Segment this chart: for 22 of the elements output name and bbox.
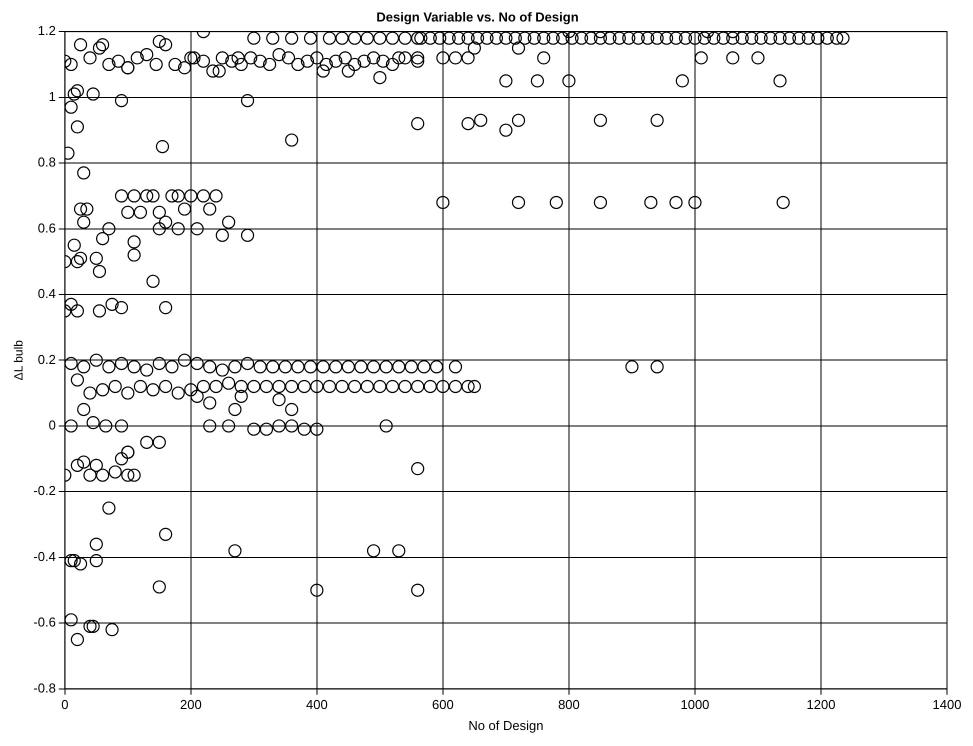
x-tick-label: 600 — [432, 697, 454, 712]
y-tick-label: 0.6 — [38, 220, 56, 236]
y-tick-label: 1.2 — [38, 23, 56, 38]
y-axis-title: ΔL bulb — [12, 340, 26, 380]
y-tick-label: 0.8 — [38, 154, 56, 170]
y-tick-label: 0.2 — [38, 352, 56, 367]
x-tick-label: 1400 — [932, 697, 962, 712]
y-tick-label: -0.6 — [33, 614, 56, 630]
y-tick-label: -0.2 — [33, 483, 56, 498]
x-tick-label: 400 — [306, 697, 328, 712]
x-tick-label: 0 — [61, 697, 68, 712]
x-tick-label: 800 — [558, 697, 580, 712]
chart-title: Design Variable vs. No of Design — [376, 9, 579, 24]
y-tick-label: 0 — [48, 418, 56, 432]
x-tick-label: 200 — [180, 697, 202, 712]
x-tick-label: 1000 — [680, 697, 710, 712]
y-tick-label: 1 — [48, 88, 56, 104]
x-axis-title: No of Design — [468, 718, 544, 733]
y-tick-label: -0.8 — [33, 680, 56, 696]
x-tick-label: 1200 — [806, 697, 836, 712]
y-tick-label: 0.4 — [38, 286, 56, 302]
y-tick-label: -0.4 — [33, 548, 56, 564]
